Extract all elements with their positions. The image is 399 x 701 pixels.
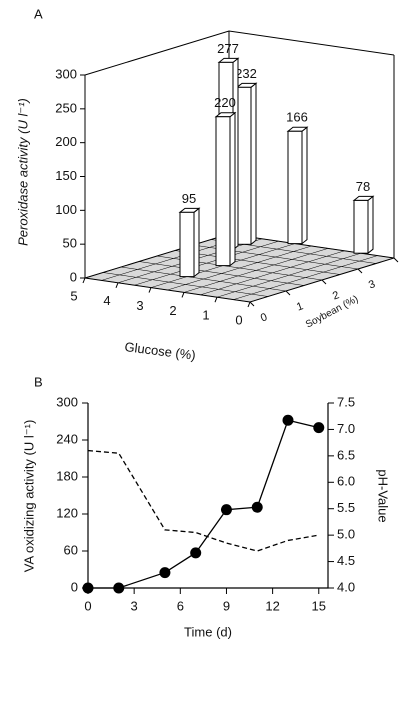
marker (82, 582, 94, 594)
bar (215, 116, 231, 267)
z-tick-label: 0 (259, 311, 269, 324)
x-tick-label: 2 (169, 303, 176, 318)
y-tick-label: 0 (71, 579, 78, 594)
marker (313, 422, 325, 434)
x-axis-title: Glucose (%) (124, 339, 197, 363)
value-label: 95 (182, 191, 196, 206)
floor-grid (84, 233, 230, 279)
bar (236, 86, 252, 245)
marker (190, 547, 202, 559)
y2-tick-label: 6.5 (337, 447, 355, 462)
bar (353, 199, 369, 254)
y2-tick-label: 6.0 (337, 474, 355, 489)
y2-axis-title: pH-Value (376, 469, 391, 522)
x-tick-label: 0 (235, 312, 242, 327)
y2-tick-label: 7.5 (337, 394, 355, 409)
x-tick-label: 5 (70, 288, 77, 303)
y-tick-label: 300 (55, 66, 77, 81)
panel-label: A (34, 6, 43, 21)
line-series (87, 449, 319, 552)
x-tick-label: 9 (223, 598, 230, 613)
x-tick (181, 292, 185, 298)
x-axis-title: Time (d) (184, 624, 232, 639)
floor-grid (84, 277, 251, 303)
value-label: 277 (217, 41, 239, 56)
y2-tick-label: 4.0 (337, 579, 355, 594)
value-label: 232 (235, 66, 257, 81)
x-tick-label: 3 (136, 298, 143, 313)
bar-side (193, 207, 200, 278)
value-label: 166 (286, 110, 308, 125)
y2-tick-label: 5.0 (337, 527, 355, 542)
bar-side (367, 195, 374, 255)
z-axis-title: Soybean (%) (304, 294, 360, 331)
floor-grid (174, 250, 341, 275)
marker (113, 582, 125, 594)
x-tick-label: 4 (103, 293, 110, 308)
panel-label: B (34, 374, 43, 389)
line-series (88, 419, 319, 589)
z-tick-label: 2 (331, 289, 341, 302)
bar (287, 130, 303, 245)
y-tick-label: 240 (56, 431, 78, 446)
y-tick-label: 120 (56, 505, 78, 520)
x-tick (247, 301, 251, 308)
y2-tick-label: 5.5 (337, 500, 355, 515)
z-tick (285, 290, 291, 296)
x-tick (82, 277, 86, 284)
x-tick-label: 3 (131, 598, 138, 613)
marker (220, 504, 232, 516)
z-tick-label: 3 (367, 278, 377, 291)
z-tick (249, 301, 255, 307)
z-tick (393, 257, 399, 263)
z-tick (357, 268, 363, 274)
x-tick-label: 6 (177, 598, 184, 613)
z-tick-label: 1 (295, 300, 305, 313)
y-tick-label: 150 (55, 168, 77, 183)
x-tick-label: 15 (312, 598, 326, 613)
y-tick-label: 300 (56, 394, 78, 409)
floor-grid (120, 266, 287, 292)
floor-grid (102, 272, 269, 297)
marker (282, 414, 294, 426)
x-tick-label: 12 (265, 598, 279, 613)
y2-tick-label: 4.5 (337, 553, 355, 568)
bar-side (229, 111, 236, 267)
y-tick-label: 60 (64, 542, 78, 557)
y-tick-label: 100 (55, 202, 77, 217)
y-axis-title: VA oxidizing activity (U l⁻¹) (21, 420, 36, 573)
y-tick-label: 180 (56, 468, 78, 483)
bar-side (250, 82, 257, 246)
x-tick (148, 287, 152, 293)
axis-frame (87, 403, 329, 589)
bar-side (301, 126, 308, 245)
wall-edge (84, 30, 395, 76)
x-tick (115, 282, 119, 288)
bar (179, 211, 195, 278)
x-tick (214, 297, 218, 303)
y-tick-label: 250 (55, 100, 77, 115)
marker (159, 567, 171, 579)
x-tick-label: 0 (84, 598, 91, 613)
y-tick-label: 50 (63, 236, 77, 251)
value-label: 220 (214, 95, 236, 110)
y-tick-label: 200 (55, 134, 77, 149)
y2-tick-label: 7.0 (337, 421, 355, 436)
y-axis-title: Peroxidase activity (U l⁻¹) (15, 98, 30, 246)
y-tick-label: 0 (70, 269, 77, 284)
floor-grid (138, 261, 305, 286)
value-label: 78 (356, 179, 370, 194)
x-tick-label: 1 (202, 308, 209, 323)
z-tick (321, 279, 327, 285)
marker (251, 501, 263, 513)
